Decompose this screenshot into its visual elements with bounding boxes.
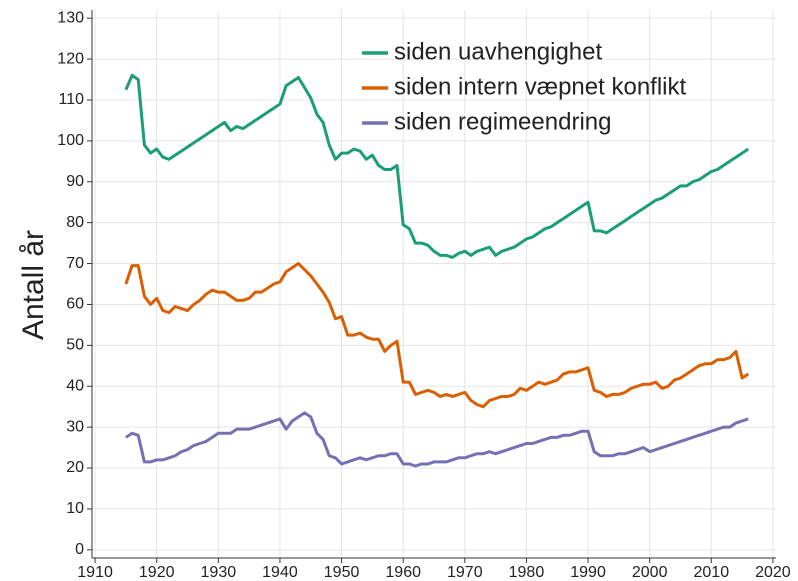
- x-tick-label: 2010: [694, 564, 730, 581]
- y-tick-label: 60: [66, 296, 84, 313]
- x-tick-label: 1940: [262, 564, 298, 581]
- y-tick-label: 130: [57, 9, 84, 26]
- x-tick-label: 1930: [201, 564, 237, 581]
- y-tick-label: 120: [57, 50, 84, 67]
- legend-label: siden intern væpnet konflikt: [394, 73, 686, 100]
- x-tick-label: 2000: [632, 564, 668, 581]
- y-tick-label: 90: [66, 173, 84, 190]
- y-tick-label: 100: [57, 132, 84, 149]
- y-tick-label: 50: [66, 337, 84, 354]
- y-tick-label: 40: [66, 377, 84, 394]
- x-tick-label: 1960: [385, 564, 421, 581]
- y-tick-label: 110: [58, 91, 84, 108]
- y-tick-label: 10: [66, 500, 84, 517]
- x-tick-label: 1950: [324, 564, 360, 581]
- x-tick-label: 1980: [509, 564, 545, 581]
- x-tick-label: 1990: [570, 564, 606, 581]
- y-axis-label: Antall år: [17, 230, 50, 340]
- y-tick-label: 0: [75, 541, 84, 558]
- y-tick-label: 80: [66, 214, 84, 231]
- x-tick-label: 1910: [77, 564, 113, 581]
- x-tick-label: 1970: [447, 564, 483, 581]
- legend-label: siden regimeendring: [394, 108, 611, 135]
- series-line: [124, 73, 750, 259]
- series-line: [125, 411, 749, 468]
- y-tick-label: 20: [66, 459, 84, 476]
- series-line: [124, 262, 750, 409]
- legend-label: siden uavhengighet: [394, 38, 603, 65]
- y-tick-label: 70: [66, 255, 84, 272]
- y-tick-label: 30: [66, 418, 84, 435]
- x-tick-label: 2020: [755, 564, 791, 581]
- x-tick-label: 1920: [139, 564, 175, 581]
